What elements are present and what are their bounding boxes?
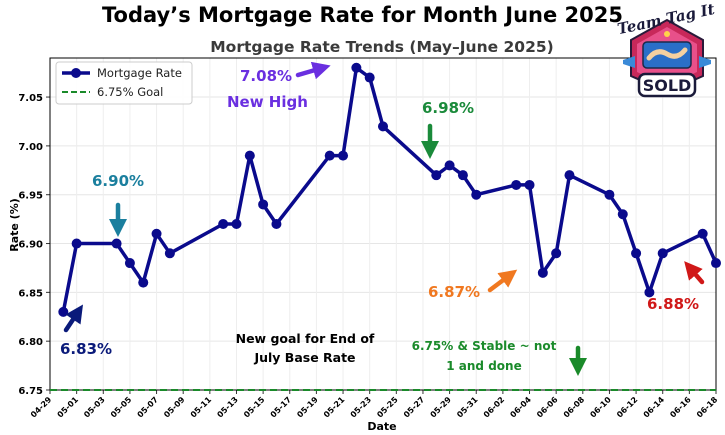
annotation-label-line: July Base Rate — [253, 350, 355, 365]
y-tick-label: 6.85 — [18, 288, 43, 299]
rate-point — [604, 189, 615, 200]
x-tick-label: 05-03 — [82, 395, 106, 419]
rate-point — [537, 267, 548, 278]
legend-marker-rate — [71, 68, 81, 78]
x-tick-label: 06-12 — [615, 395, 639, 419]
rate-point — [524, 179, 535, 190]
x-tick-label: 04-29 — [29, 395, 54, 420]
x-tick-label: 05-23 — [349, 395, 373, 419]
rate-point — [711, 258, 721, 269]
rate-point — [511, 179, 522, 190]
y-tick-label: 6.80 — [18, 337, 43, 348]
annotation-label: 6.90% — [92, 172, 144, 190]
x-tick-label: 06-16 — [668, 395, 693, 420]
x-tick-label: 05-31 — [455, 395, 480, 420]
rate-point — [697, 228, 708, 239]
annotation-arrow — [487, 269, 518, 293]
x-tick-label: 05-15 — [242, 395, 267, 420]
rate-point — [617, 209, 628, 220]
rate-point — [124, 258, 135, 269]
logo-badge-text: SOLD — [643, 76, 692, 95]
x-tick-label: 05-07 — [136, 395, 160, 419]
x-tick-label: 05-21 — [322, 395, 347, 420]
rate-point — [378, 121, 388, 132]
annotation-label-line: 1 and done — [446, 359, 521, 373]
x-tick-label: 05-09 — [162, 395, 187, 420]
legend-label-rate: Mortgage Rate — [97, 66, 182, 80]
legend: Mortgage Rate 6.75% Goal — [55, 61, 193, 105]
rate-point — [338, 150, 349, 161]
rate-point — [111, 238, 122, 249]
rate-point — [444, 160, 455, 171]
rate-point — [551, 248, 562, 259]
y-tick-label: 7.00 — [18, 142, 43, 153]
x-tick-label: 05-05 — [109, 395, 134, 420]
rate-point — [151, 228, 162, 239]
rate-point — [71, 238, 82, 249]
annotation-label: 6.83% — [60, 340, 112, 358]
x-tick-label: 06-02 — [482, 395, 506, 419]
rate-point — [164, 248, 175, 259]
x-tick-label: 05-25 — [375, 395, 400, 420]
annotation-label-line: 6.75% & Stable ~ not — [412, 339, 557, 353]
x-tick-label: 05-11 — [189, 395, 214, 420]
rate-point — [631, 248, 642, 259]
x-tick-label: 06-10 — [588, 395, 613, 420]
y-axis-label: Rate (%) — [8, 198, 21, 252]
rate-point — [231, 219, 242, 229]
rate-point — [457, 170, 468, 181]
annotations: 6.83% 6.90% 7.08% New High 6.98% 6.87% 6.88% Ne… — [60, 61, 705, 376]
rate-point — [258, 199, 269, 210]
x-tick-label: 06-14 — [642, 395, 667, 420]
rate-point — [471, 189, 482, 200]
annotation-label: 6.98% — [422, 99, 474, 117]
y-tick-label: 6.75 — [18, 386, 43, 397]
rate-point — [351, 62, 362, 73]
x-tick-label: 06-06 — [535, 395, 560, 420]
legend-label-goal: 6.75% Goal — [97, 85, 163, 99]
x-tick-label: 05-01 — [56, 395, 81, 420]
x-tick-label: 05-19 — [295, 395, 320, 420]
grid — [49, 58, 717, 391]
team-tag-it-logo: Team Tag It SOLD — [616, 2, 716, 98]
rate-point — [564, 170, 575, 181]
rate-point — [644, 287, 655, 298]
annotation-label: 6.87% — [428, 283, 480, 301]
plot-frame — [49, 57, 717, 391]
annotation-label: 6.88% — [647, 295, 699, 313]
rate-point — [271, 219, 282, 229]
y-tick-label: 6.95 — [18, 191, 43, 202]
x-tick-label: 06-08 — [562, 395, 587, 420]
x-tick-label: 05-13 — [215, 395, 239, 419]
rate-point — [244, 150, 255, 161]
x-tick-label: 06-18 — [695, 395, 720, 420]
page-title: Today’s Mortgage Rate for Month June 202… — [102, 3, 623, 27]
x-tick-label: 06-04 — [508, 395, 533, 420]
rate-point — [364, 72, 375, 83]
rate-point — [58, 306, 69, 317]
chart-subtitle: Mortgage Rate Trends (May–June 2025) — [210, 38, 554, 56]
rate-point — [657, 248, 668, 259]
rate-point — [324, 150, 335, 161]
y-tick-label: 7.05 — [18, 93, 43, 104]
annotation-label: 7.08% — [240, 67, 292, 85]
rate-point — [138, 277, 149, 288]
rate-point — [431, 170, 442, 181]
annotation-arrow — [684, 261, 705, 285]
annotation-arrow — [63, 304, 83, 333]
annotation-label-line: New goal for End of — [236, 331, 375, 346]
x-axis-label: Date — [367, 420, 396, 433]
annotation-label: New High — [227, 93, 308, 111]
annotation-arrow — [295, 61, 331, 80]
logo-badge — [637, 72, 697, 98]
x-tick-label: 05-27 — [402, 395, 426, 419]
rate-point — [218, 219, 229, 229]
y-tick-label: 6.90 — [18, 240, 43, 251]
plot-area — [50, 62, 721, 391]
x-tick-label: 05-29 — [429, 395, 454, 420]
x-tick-label: 05-17 — [269, 395, 293, 419]
